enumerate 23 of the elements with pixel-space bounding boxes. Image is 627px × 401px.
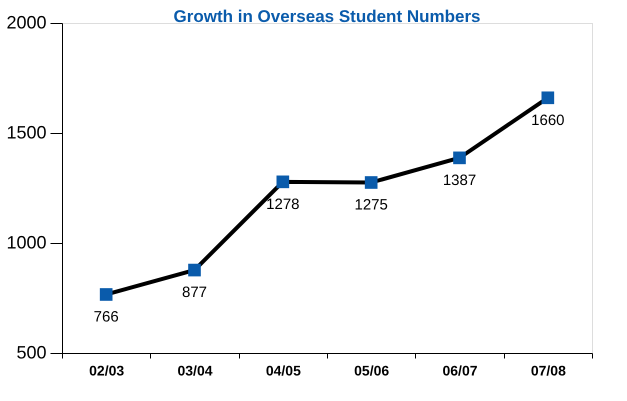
point — [364, 176, 378, 189]
point — [100, 288, 112, 301]
point — [188, 264, 201, 276]
data-label: 766 — [94, 308, 119, 326]
x-tick-label: 04/05 — [266, 362, 302, 378]
y-tick-label: 500 — [16, 342, 46, 362]
y-tick-label: 1500 — [6, 122, 46, 142]
x-tick-label: 02/03 — [89, 362, 124, 378]
x-tick-label: 03/04 — [177, 362, 213, 378]
x-tick-label: 05/06 — [354, 362, 390, 378]
point — [276, 176, 290, 188]
data-label: 1387 — [442, 172, 476, 189]
data-label: 1660 — [531, 112, 565, 129]
x-tick-label: 06/07 — [442, 362, 478, 378]
data-label: 1275 — [354, 196, 388, 214]
data-label: 1278 — [266, 196, 300, 213]
data-label: 877 — [182, 284, 208, 302]
point — [542, 91, 554, 104]
x-tick-label: 07/08 — [530, 362, 566, 378]
chart-title: Growth in Overseas Student Numbers — [173, 7, 481, 26]
y-tick-label: 2000 — [6, 12, 46, 32]
point — [453, 152, 466, 164]
y-tick-label: 1000 — [6, 232, 46, 252]
